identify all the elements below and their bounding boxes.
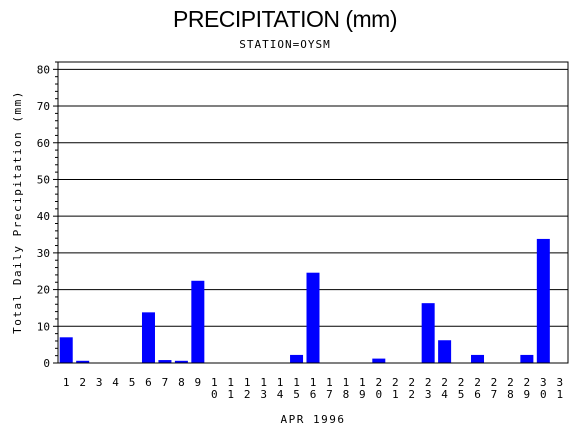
- y-tick-label: 30: [37, 247, 50, 260]
- bar: [290, 354, 304, 363]
- y-tick-label: 60: [37, 137, 50, 150]
- x-tick-label: 7: [162, 376, 169, 389]
- bar: [438, 340, 452, 363]
- x-tick-label: 1: [63, 376, 70, 389]
- plot-frame: [57, 61, 569, 364]
- bar: [76, 360, 90, 363]
- x-tick-label: 5: [129, 376, 136, 389]
- x-tick-label: 8: [178, 376, 185, 389]
- bar: [306, 272, 320, 363]
- x-axis-label: APR 1996: [281, 413, 346, 426]
- x-tick-label: 3: [96, 376, 103, 389]
- bar: [191, 280, 205, 363]
- y-tick-label: 50: [37, 173, 50, 186]
- bar: [421, 303, 435, 363]
- bar: [372, 358, 386, 363]
- bar: [536, 238, 550, 363]
- x-tick-label: 9: [195, 376, 202, 389]
- bar: [174, 360, 188, 363]
- x-axis: 1 2 3 4 5 6 7 8 9 1 01 11 21 31 41 51 61 71 81 92 02 12 22 32 42…: [63, 376, 563, 401]
- y-tick-label: 70: [37, 100, 50, 113]
- y-tick-label: 80: [37, 63, 50, 76]
- bar: [471, 354, 485, 363]
- bar-series: [59, 238, 550, 363]
- x-tick-label: 4: [112, 376, 119, 389]
- y-tick-label: 10: [37, 320, 50, 333]
- chart-subtitle: STATION=OYSM: [239, 38, 331, 51]
- bar: [141, 312, 155, 363]
- bar: [158, 360, 172, 363]
- y-tick-label: 20: [37, 284, 50, 297]
- chart-title: PRECIPITATION (mm): [173, 6, 397, 32]
- bar: [59, 337, 73, 363]
- x-tick-label: 2: [79, 376, 86, 389]
- bar: [520, 354, 534, 363]
- y-axis-label: Total Daily Precipitation (mm): [11, 90, 24, 334]
- x-tick-label: 6: [145, 376, 152, 389]
- y-tick-label: 0: [43, 357, 50, 370]
- y-tick-label: 40: [37, 210, 50, 223]
- y-axis: 0 10 20 30 40 50 60 70 80: [37, 61, 58, 370]
